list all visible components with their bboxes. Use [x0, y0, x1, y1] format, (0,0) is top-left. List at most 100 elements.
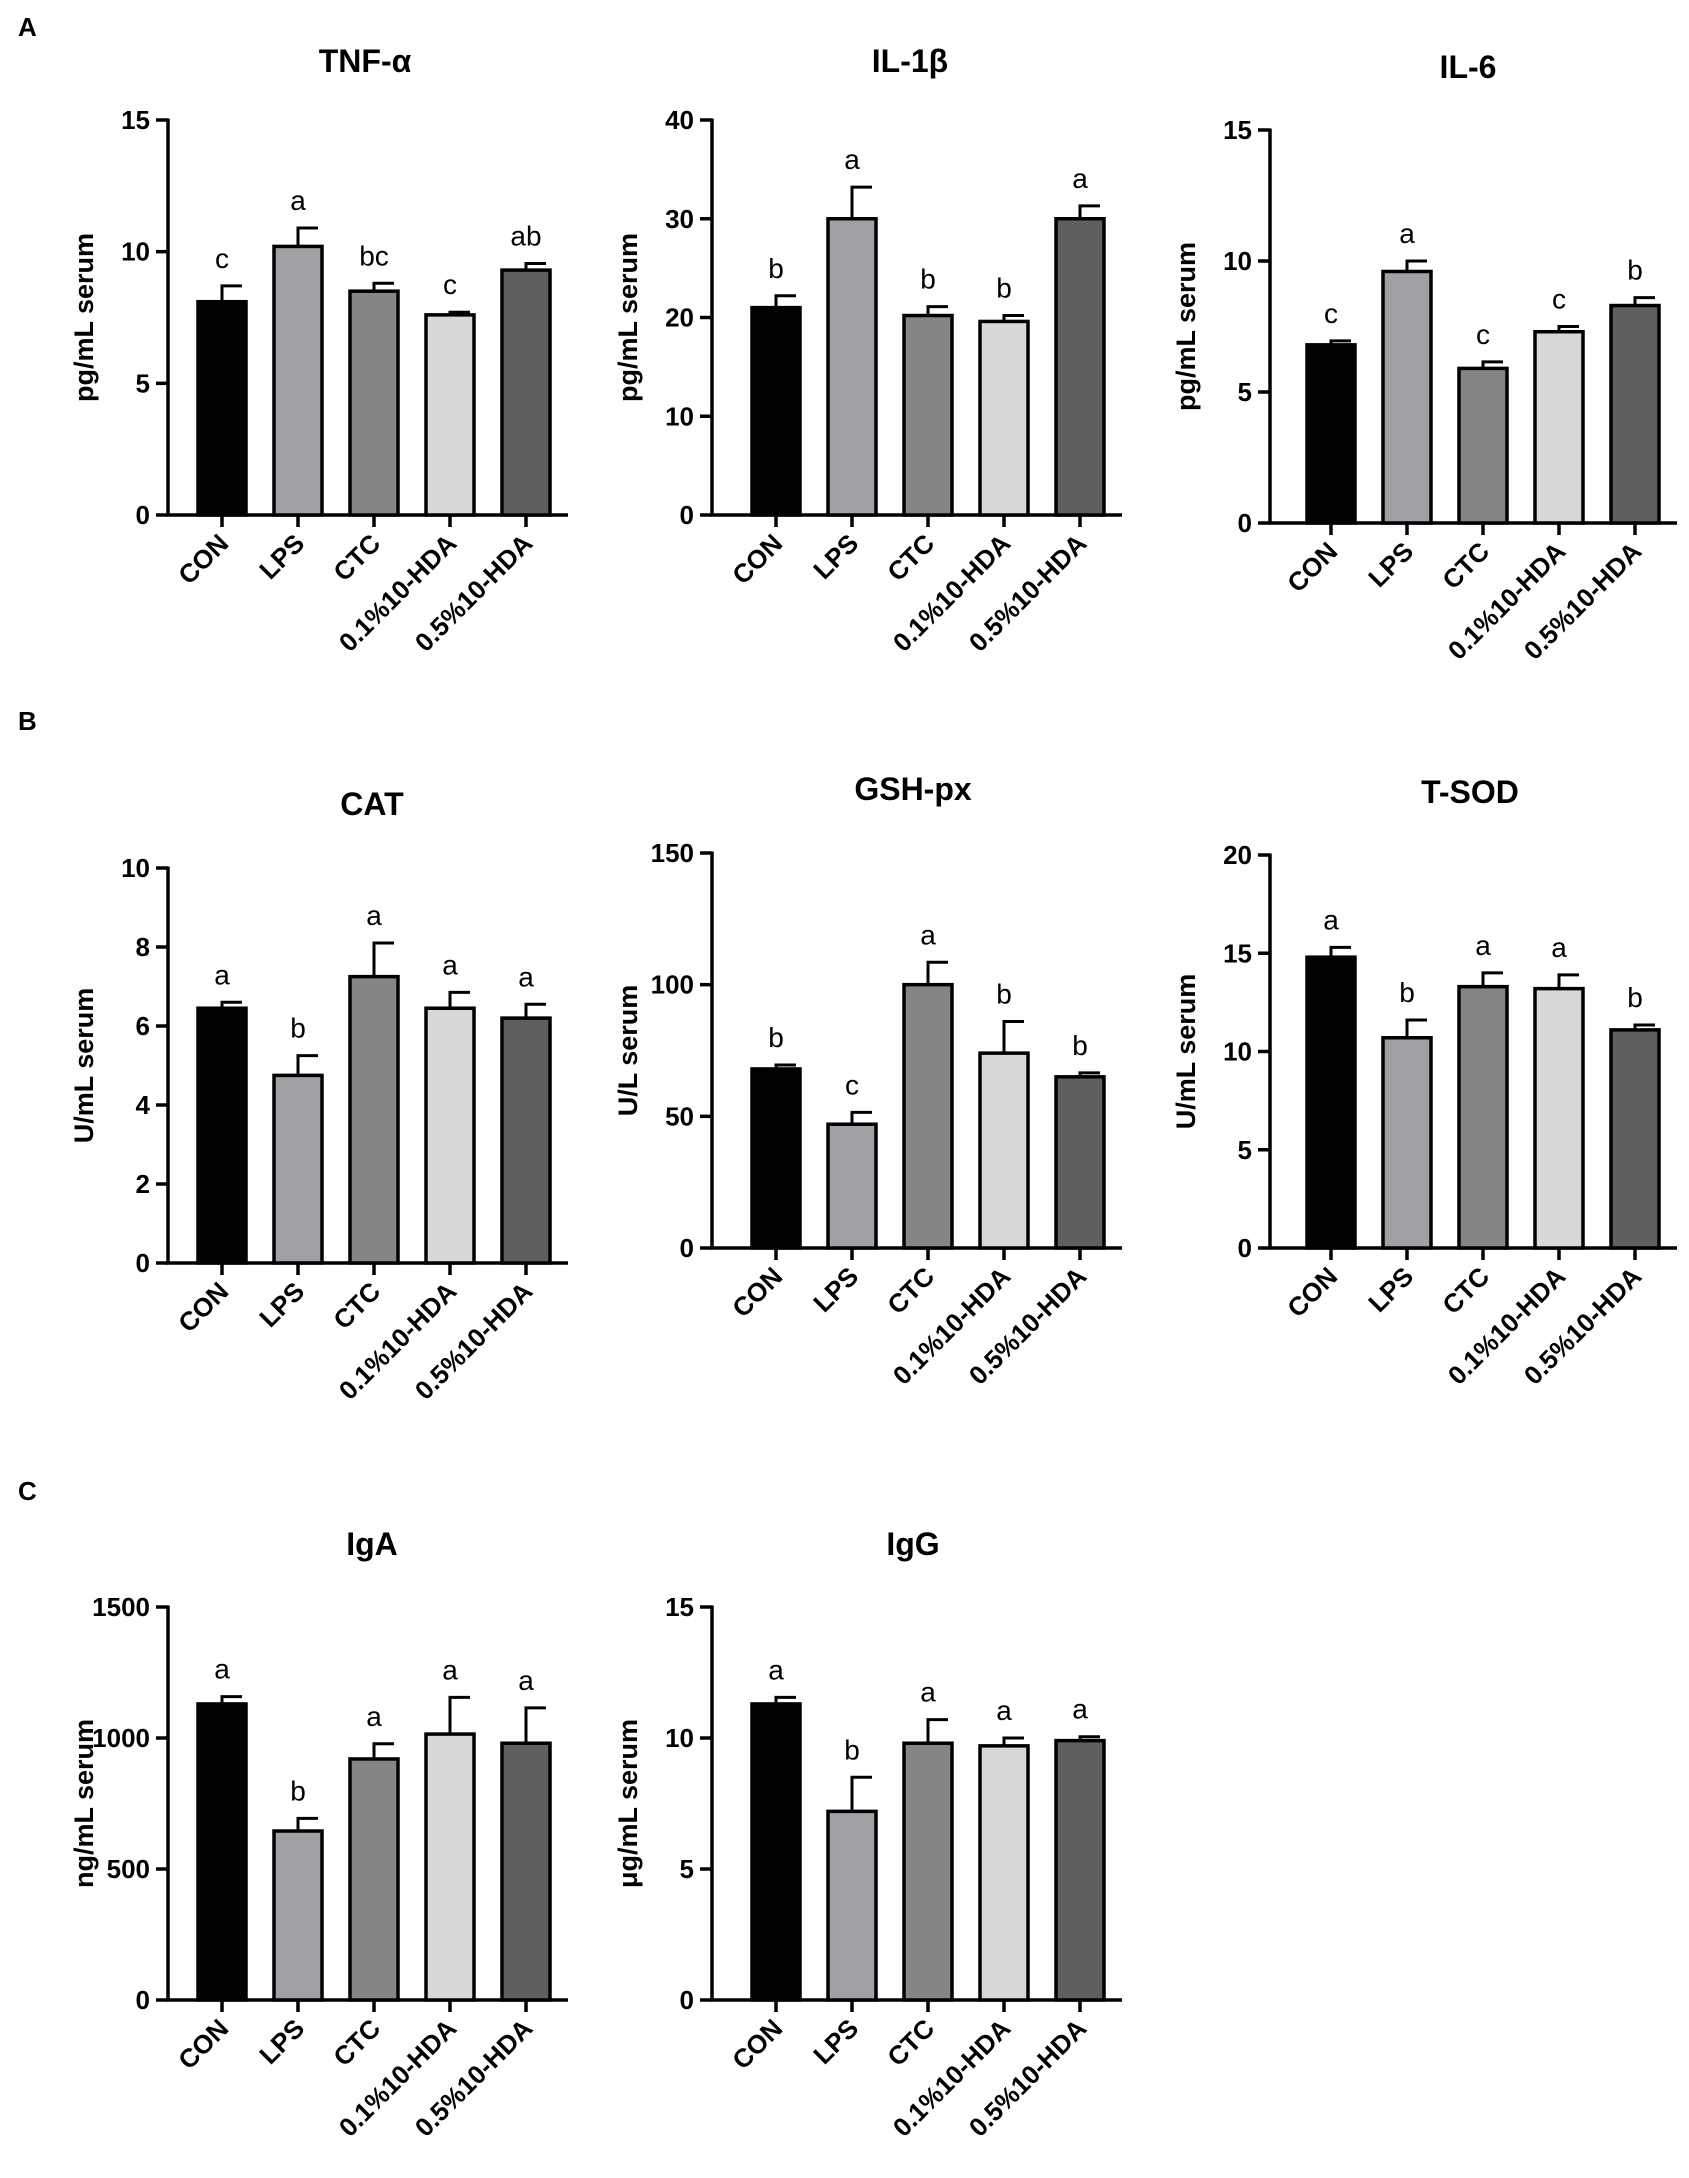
- significance-label: c: [443, 269, 457, 300]
- significance-label: a: [1551, 932, 1567, 963]
- y-tick-label: 2: [136, 1169, 150, 1199]
- bar-0-5-10-hda: [500, 1016, 552, 1265]
- significance-label: b: [768, 253, 784, 284]
- category-label: CTC: [881, 528, 940, 587]
- bar-ctc: [348, 289, 400, 517]
- significance-label: a: [442, 949, 458, 980]
- y-axis-label: pg/mL serum: [613, 233, 643, 402]
- significance-label: b: [1627, 255, 1643, 286]
- significance-label: b: [996, 273, 1012, 304]
- bar-lps: [272, 1829, 324, 2002]
- bar-0-1-10-hda: [424, 313, 476, 517]
- chart-tnf-: TNF-αpg/mL serum051015cCONaLPSbcCTCc0.1%…: [69, 43, 568, 658]
- panel-letter-b: B: [18, 706, 37, 736]
- category-label: LPS: [253, 1276, 310, 1333]
- significance-label: a: [768, 1654, 784, 1685]
- significance-label: c: [215, 243, 229, 274]
- y-tick-label: 0: [680, 500, 694, 530]
- bar-0-5-10-hda: [1054, 217, 1106, 517]
- significance-label: b: [920, 264, 936, 295]
- category-label: CON: [172, 528, 234, 590]
- y-tick-label: 10: [121, 237, 150, 267]
- significance-label: ab: [510, 221, 541, 252]
- significance-label: a: [518, 1665, 534, 1696]
- chart-title: IL-1β: [872, 43, 948, 79]
- y-tick-label: 20: [1223, 840, 1252, 870]
- chart-il-6: IL-6pg/mL serum051015cCONaLPScCTCc0.1%10…: [1171, 49, 1677, 666]
- category-label: LPS: [807, 1261, 864, 1318]
- y-tick-label: 6: [136, 1011, 150, 1041]
- bar-0-5-10-hda: [1609, 1028, 1661, 1250]
- category-label: LPS: [1362, 1261, 1419, 1318]
- y-tick-label: 10: [665, 1723, 694, 1753]
- bar-0-1-10-hda: [978, 1744, 1030, 2002]
- y-axis-label: U/mL serum: [69, 988, 99, 1144]
- y-tick-label: 0: [680, 1233, 694, 1263]
- category-label: CTC: [1436, 536, 1495, 595]
- significance-label: a: [1072, 163, 1088, 194]
- significance-label: c: [1324, 298, 1338, 329]
- bar-ctc: [1457, 984, 1509, 1250]
- bar-lps: [272, 1073, 324, 1265]
- bar-ctc: [348, 1757, 400, 2002]
- y-tick-label: 15: [1223, 115, 1252, 145]
- y-tick-label: 0: [136, 1248, 150, 1278]
- y-axis-label: μg/mL serum: [613, 1719, 643, 1888]
- category-label: CON: [172, 2013, 234, 2075]
- bar-0-1-10-hda: [424, 1732, 476, 2002]
- bar-0-5-10-hda: [1054, 1738, 1106, 2002]
- bar-con: [750, 1067, 802, 1250]
- significance-label: b: [1399, 977, 1415, 1008]
- y-tick-label: 10: [1223, 246, 1252, 276]
- y-tick-label: 1000: [92, 1723, 150, 1753]
- significance-label: a: [366, 900, 382, 931]
- bar-ctc: [902, 982, 954, 1250]
- y-tick-label: 15: [1223, 938, 1252, 968]
- category-label: CTC: [1436, 1261, 1495, 1320]
- y-tick-label: 15: [665, 1592, 694, 1622]
- y-tick-label: 500: [107, 1854, 150, 1884]
- significance-label: a: [920, 1677, 936, 1708]
- category-label: CTC: [881, 2013, 940, 2072]
- bar-ctc: [348, 974, 400, 1265]
- category-label: CON: [726, 2013, 788, 2075]
- y-tick-label: 20: [665, 303, 694, 333]
- y-axis-label: U/mL serum: [1171, 974, 1201, 1130]
- bar-lps: [272, 244, 324, 517]
- y-tick-label: 10: [1223, 1037, 1252, 1067]
- significance-label: b: [768, 1022, 784, 1053]
- category-label: CTC: [327, 1276, 386, 1335]
- significance-label: a: [518, 961, 534, 992]
- category-label: CON: [726, 1261, 788, 1323]
- y-tick-label: 5: [1238, 1135, 1252, 1165]
- significance-label: c: [845, 1069, 859, 1100]
- bar-0-5-10-hda: [1054, 1075, 1106, 1250]
- y-axis-label: pg/mL serum: [69, 233, 99, 402]
- chart-title: IL-6: [1440, 49, 1497, 85]
- y-axis-label: U/L serum: [613, 985, 643, 1117]
- bar-con: [750, 1702, 802, 2002]
- category-label: LPS: [1362, 536, 1419, 593]
- significance-label: a: [1072, 1694, 1088, 1725]
- category-label: LPS: [253, 2013, 310, 2070]
- y-tick-label: 10: [121, 853, 150, 883]
- y-tick-label: 5: [1238, 377, 1252, 407]
- significance-label: a: [290, 185, 306, 216]
- bar-con: [196, 299, 248, 517]
- bar-lps: [1381, 269, 1433, 525]
- chart-title: T-SOD: [1421, 774, 1519, 810]
- significance-label: a: [1475, 930, 1491, 961]
- category-label: CON: [1281, 536, 1343, 598]
- y-tick-label: 0: [136, 1985, 150, 2015]
- category-label: LPS: [807, 2013, 864, 2070]
- significance-label: a: [442, 1654, 458, 1685]
- bar-con: [196, 1006, 248, 1265]
- y-tick-label: 30: [665, 204, 694, 234]
- category-label: LPS: [807, 528, 864, 585]
- y-tick-label: 15: [121, 105, 150, 135]
- bar-lps: [1381, 1035, 1433, 1250]
